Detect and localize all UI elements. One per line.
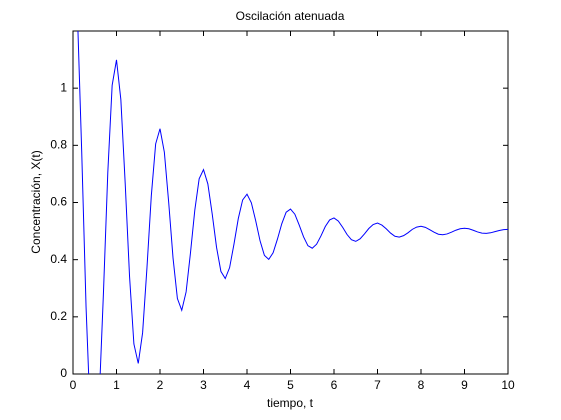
y-tick-label: 0.4 [50,252,67,266]
y-tick-label: 0.8 [50,138,67,152]
x-tick-label: 9 [461,378,468,392]
x-tick-label: 5 [287,378,294,392]
chart-title: Oscilación atenuada [236,9,345,23]
y-tick-label: 0.2 [50,309,67,323]
y-tick-label: 1 [60,80,67,94]
x-tick-label: 7 [374,378,381,392]
y-tick-label: 0.6 [50,195,67,209]
y-tick-label: 0 [60,366,67,380]
x-tick-label: 3 [200,378,207,392]
x-tick-label: 2 [157,378,164,392]
x-tick-label: 0 [70,378,77,392]
x-tick-label: 4 [244,378,251,392]
x-tick-label: 10 [501,378,515,392]
line-series [77,31,508,374]
x-tick-label: 6 [331,378,338,392]
x-tick-label: 8 [418,378,425,392]
y-axis-label: Concentración, X(t) [29,150,43,253]
x-tick-label: 1 [113,378,120,392]
x-axis-label: tiempo, t [267,396,314,410]
plot-area [72,30,509,375]
